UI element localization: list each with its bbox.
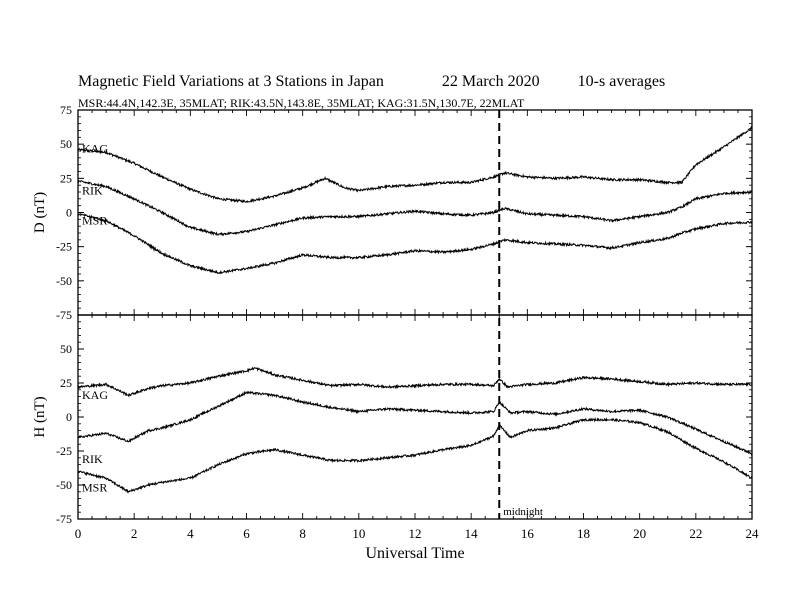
- chart-averaging: 10-s averages: [577, 73, 666, 90]
- y-tick-label: -25: [56, 444, 72, 458]
- y-tick-label: 0: [66, 206, 72, 220]
- x-tick-label: 14: [465, 526, 479, 541]
- x-tick-label: 6: [243, 526, 250, 541]
- x-tick-label: 10: [352, 526, 365, 541]
- midnight-label: midnight: [503, 506, 543, 518]
- y-tick-label: 75: [60, 103, 72, 117]
- series-line-rik: [77, 180, 753, 237]
- x-tick-label: 20: [633, 526, 646, 541]
- panel-frame: [77, 314, 753, 520]
- y-tick-label: -75: [56, 512, 72, 526]
- x-tick-label: 12: [409, 526, 422, 541]
- chart-title-line: Magnetic Field Variations at 3 Stations …: [78, 73, 665, 91]
- chart-title: Magnetic Field Variations at 3 Stations …: [78, 73, 384, 90]
- station-info: MSR:44.4N,142.3E, 35MLAT; RIK:43.5N,143.…: [78, 96, 525, 110]
- series-label-msr: MSR: [82, 481, 107, 495]
- series-label-rik: RIK: [82, 452, 103, 466]
- y-tick-label: -75: [56, 308, 72, 322]
- x-tick-label: 8: [299, 526, 306, 541]
- y-tick-label: -25: [56, 240, 72, 254]
- y-tick-label: 50: [60, 342, 72, 356]
- y-tick-label: 50: [60, 137, 72, 151]
- x-axis-label: Universal Time: [365, 545, 464, 562]
- x-tick-label: 2: [131, 526, 138, 541]
- panel-frame: [77, 109, 753, 316]
- x-tick-label: 18: [577, 526, 590, 541]
- series-line-msr: [77, 212, 753, 275]
- x-tick-label: 4: [187, 526, 194, 541]
- series-line-msr: [77, 416, 753, 494]
- series-label-rik: RIK: [82, 184, 103, 198]
- series-line-rik: [77, 390, 753, 456]
- series-line-kag: [77, 125, 753, 204]
- x-tick-label: 24: [746, 526, 760, 541]
- x-tick-label: 22: [689, 526, 702, 541]
- chart-date: 22 March 2020: [441, 73, 540, 90]
- y-tick-label: 25: [60, 171, 72, 185]
- y-axis-label: H (nT): [32, 396, 48, 437]
- x-tick-label: 0: [75, 526, 82, 541]
- series-label-msr: MSR: [82, 214, 107, 228]
- series-line-kag: [77, 366, 753, 398]
- y-axis-label: D (nT): [32, 192, 48, 233]
- series-label-kag: KAG: [82, 388, 108, 402]
- x-tick-label: 16: [521, 526, 535, 541]
- y-tick-label: 0: [66, 410, 72, 424]
- y-tick-label: 25: [60, 376, 72, 390]
- y-tick-label: -50: [56, 274, 72, 288]
- y-tick-label: -50: [56, 478, 72, 492]
- series-label-kag: KAG: [82, 141, 108, 155]
